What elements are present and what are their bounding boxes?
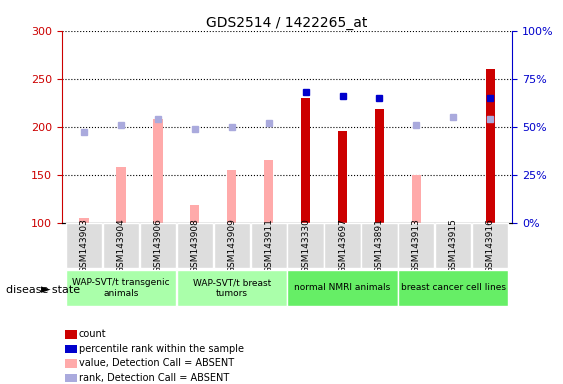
FancyBboxPatch shape — [361, 223, 397, 268]
Text: GSM143909: GSM143909 — [227, 218, 236, 273]
Text: GSM143697: GSM143697 — [338, 218, 347, 273]
Text: GSM143911: GSM143911 — [264, 218, 273, 273]
Bar — [153, 119, 163, 223]
Text: WAP-SVT/t transgenic
animals: WAP-SVT/t transgenic animals — [72, 278, 170, 298]
Title: GDS2514 / 1422265_at: GDS2514 / 1422265_at — [207, 16, 368, 30]
Text: value, Detection Call = ABSENT: value, Detection Call = ABSENT — [79, 358, 234, 368]
FancyBboxPatch shape — [177, 270, 287, 306]
Text: normal NMRI animals: normal NMRI animals — [294, 283, 391, 293]
FancyBboxPatch shape — [435, 223, 471, 268]
Bar — [301, 98, 310, 223]
Bar — [338, 131, 347, 223]
Bar — [190, 205, 199, 223]
Bar — [412, 175, 421, 223]
FancyBboxPatch shape — [398, 270, 508, 306]
Text: GSM143891: GSM143891 — [375, 218, 384, 273]
FancyBboxPatch shape — [288, 223, 324, 268]
Text: ►: ► — [41, 283, 51, 296]
FancyBboxPatch shape — [103, 223, 139, 268]
Text: count: count — [79, 329, 106, 339]
Text: breast cancer cell lines: breast cancer cell lines — [401, 283, 506, 293]
FancyBboxPatch shape — [140, 223, 176, 268]
Bar — [227, 170, 236, 223]
FancyBboxPatch shape — [66, 223, 102, 268]
Text: GSM143330: GSM143330 — [301, 218, 310, 273]
FancyBboxPatch shape — [251, 223, 287, 268]
Bar — [117, 167, 126, 223]
FancyBboxPatch shape — [66, 270, 176, 306]
Text: percentile rank within the sample: percentile rank within the sample — [79, 344, 244, 354]
Text: GSM143903: GSM143903 — [79, 218, 88, 273]
FancyBboxPatch shape — [214, 223, 250, 268]
Bar — [79, 218, 89, 223]
Text: GSM143916: GSM143916 — [486, 218, 495, 273]
FancyBboxPatch shape — [472, 223, 508, 268]
Text: GSM143908: GSM143908 — [190, 218, 199, 273]
Text: GSM143906: GSM143906 — [153, 218, 162, 273]
FancyBboxPatch shape — [288, 270, 397, 306]
Bar — [375, 109, 384, 223]
Text: WAP-SVT/t breast
tumors: WAP-SVT/t breast tumors — [193, 278, 271, 298]
FancyBboxPatch shape — [398, 223, 435, 268]
Text: GSM143913: GSM143913 — [412, 218, 421, 273]
FancyBboxPatch shape — [177, 223, 213, 268]
Text: disease state: disease state — [6, 285, 80, 295]
Bar — [485, 69, 495, 223]
Text: rank, Detection Call = ABSENT: rank, Detection Call = ABSENT — [79, 373, 229, 383]
Text: GSM143904: GSM143904 — [117, 218, 126, 273]
Bar — [264, 161, 273, 223]
FancyBboxPatch shape — [324, 223, 360, 268]
Text: GSM143915: GSM143915 — [449, 218, 458, 273]
